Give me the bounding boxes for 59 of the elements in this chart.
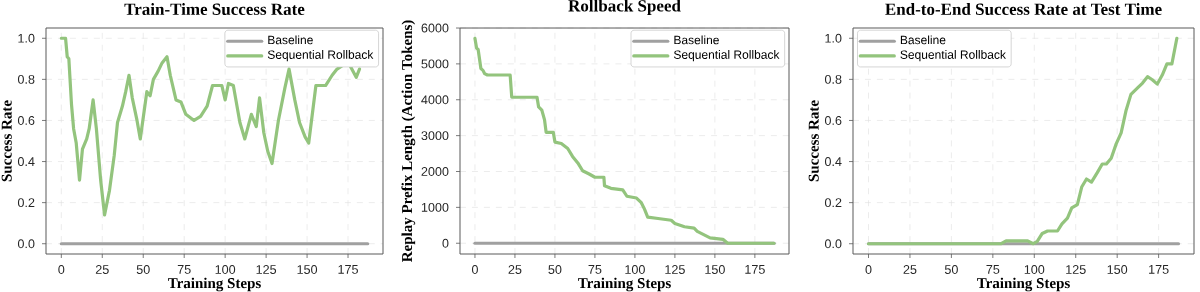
x-tick-label: 50 xyxy=(548,265,562,274)
x-tick-label: 175 xyxy=(338,265,358,274)
x-tick-label: 100 xyxy=(1024,265,1045,274)
x-axis-title: Training Steps xyxy=(578,277,671,292)
x-tick-label: 150 xyxy=(1107,265,1128,274)
y-tick-label: 1.0 xyxy=(18,33,35,43)
chart-title: Train-Time Success Rate xyxy=(124,3,305,16)
x-tick-label: 100 xyxy=(625,265,645,274)
y-tick-label: 5000 xyxy=(421,59,449,69)
y-tick-label: 0 xyxy=(442,238,449,248)
chart-title: Rollback Speed xyxy=(568,0,681,16)
line-series xyxy=(866,36,1179,246)
x-axis-title: Training Steps xyxy=(168,277,261,292)
y-axis-title: Replay Prefix Length (Action Tokens) xyxy=(401,20,416,263)
x-tick-label: 125 xyxy=(256,265,277,274)
legend-label: Sequential Rollback xyxy=(267,50,374,62)
y-axis-title: Success Rate xyxy=(808,100,819,182)
chart-title: End-to-End Success Rate at Test Time xyxy=(885,3,1162,16)
y-tick-label: 0.2 xyxy=(17,198,35,208)
legend-label: Baseline xyxy=(674,35,719,45)
y-tick-label: 4000 xyxy=(421,95,449,105)
x-tick-label: 0 xyxy=(58,265,65,274)
y-tick-label: 0.2 xyxy=(824,198,842,208)
y-tick-label: 6000 xyxy=(421,23,449,33)
x-tick-label: 125 xyxy=(665,265,685,274)
x-tick-label: 25 xyxy=(508,265,522,274)
x-tick-label: 75 xyxy=(588,265,602,274)
x-tick-label: 75 xyxy=(177,265,191,274)
x-tick-label: 125 xyxy=(1066,265,1086,274)
y-tick-label: 2000 xyxy=(421,167,449,176)
y-tick-label: 0.8 xyxy=(17,74,35,84)
y-tick-label: 3000 xyxy=(421,131,449,141)
x-tick-label: 50 xyxy=(944,265,958,274)
y-tick-label: 1.0 xyxy=(825,33,842,43)
x-axis-title: Training Steps xyxy=(977,277,1070,292)
legend-label: Baseline xyxy=(900,35,946,45)
y-tick-label: 0.6 xyxy=(824,116,842,125)
x-tick-label: 25 xyxy=(903,265,917,274)
y-tick-label: 1000 xyxy=(421,202,449,212)
x-tick-label: 0 xyxy=(865,265,872,274)
x-tick-label: 175 xyxy=(745,265,765,274)
legend-label: Sequential Rollback xyxy=(673,50,780,62)
x-tick-label: 175 xyxy=(1149,265,1169,274)
x-tick-label: 50 xyxy=(136,265,150,274)
x-tick-label: 150 xyxy=(297,265,318,274)
y-tick-label: 0.6 xyxy=(17,116,35,125)
y-tick-label: 0.8 xyxy=(824,74,842,84)
x-tick-label: 100 xyxy=(215,265,236,274)
y-tick-label: 0.4 xyxy=(824,157,842,167)
legend-label: Sequential Rollback xyxy=(900,50,1006,62)
y-tick-label: 0.0 xyxy=(17,239,35,249)
y-tick-label: 0.4 xyxy=(17,157,35,167)
x-tick-label: 75 xyxy=(986,265,1000,274)
x-tick-label: 25 xyxy=(95,265,109,274)
x-tick-label: 150 xyxy=(705,265,725,274)
y-axis-title: Success Rate xyxy=(1,100,12,182)
y-tick-label: 0.0 xyxy=(824,239,842,249)
legend-label: Baseline xyxy=(268,35,313,45)
x-tick-label: 0 xyxy=(471,265,478,274)
